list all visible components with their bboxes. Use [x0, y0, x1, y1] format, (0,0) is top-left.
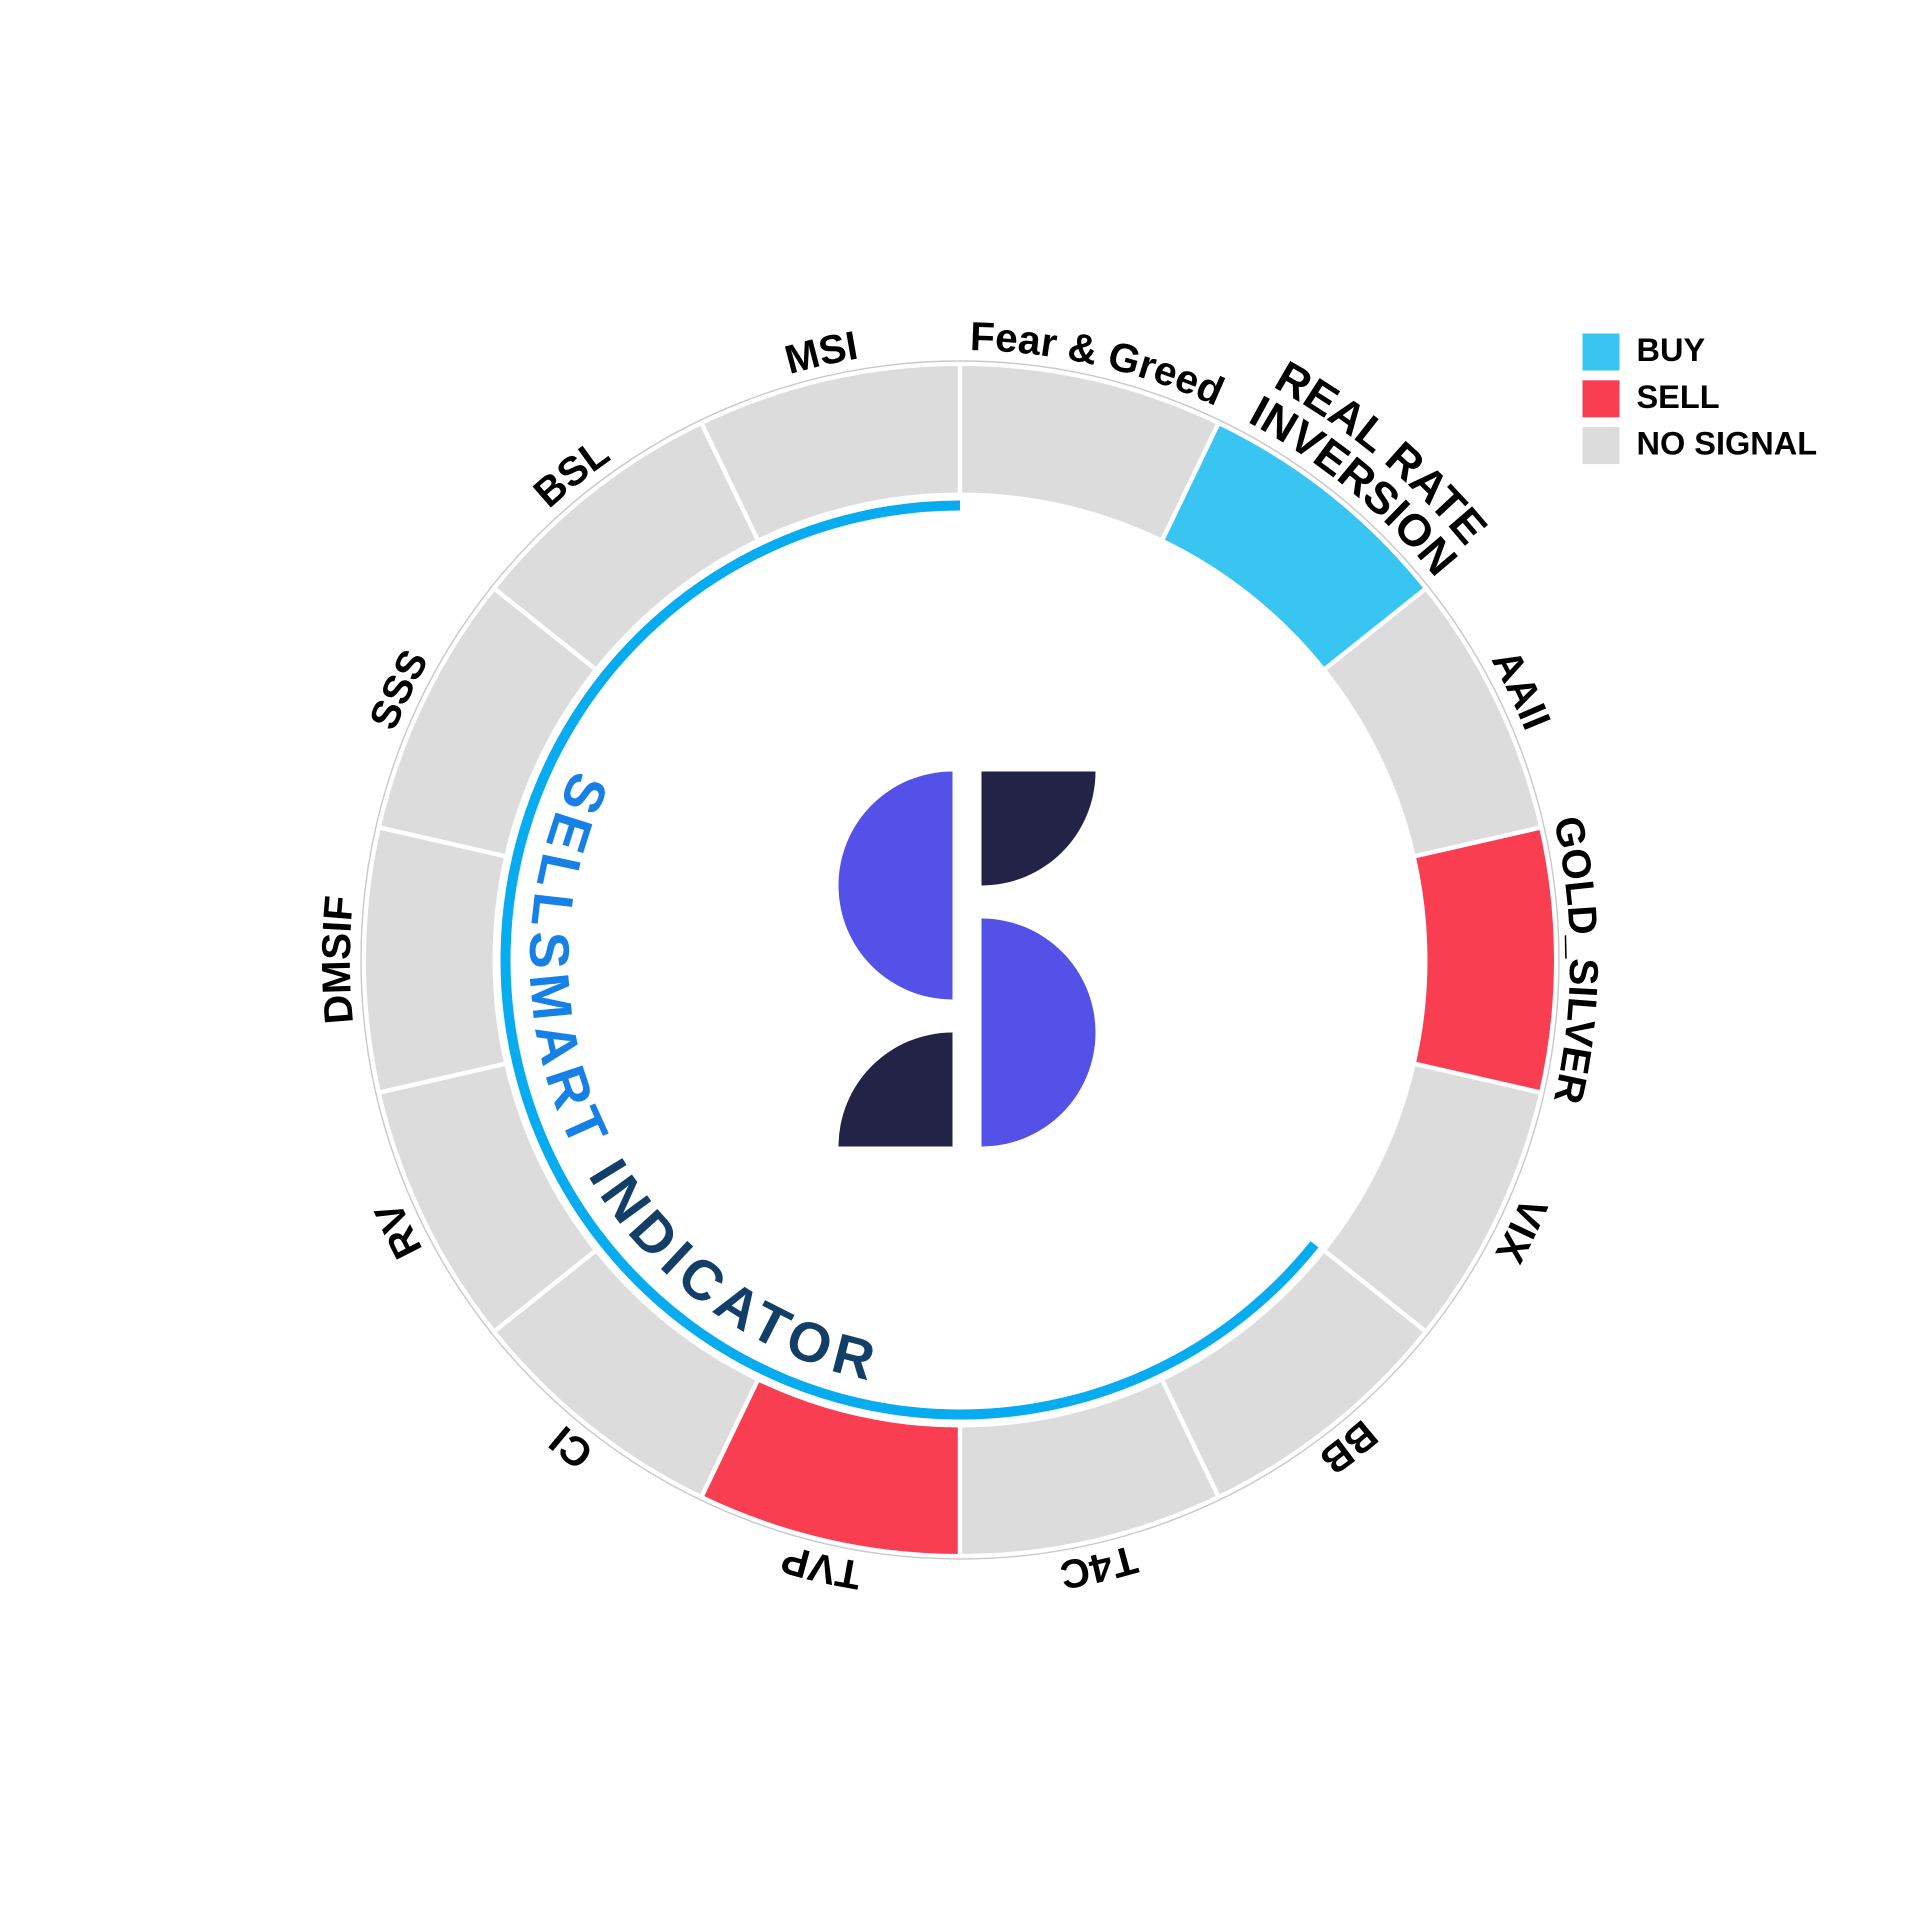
- svg-text:BUY: BUY: [1637, 332, 1706, 368]
- svg-text:SELL: SELL: [1637, 379, 1720, 415]
- svg-text:NO SIGNAL: NO SIGNAL: [1637, 426, 1818, 462]
